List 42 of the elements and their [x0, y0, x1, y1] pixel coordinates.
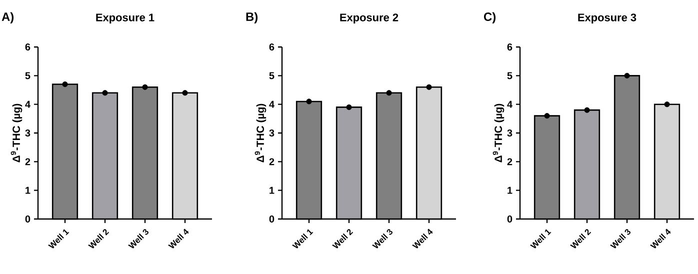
y-tick-label: 3: [25, 129, 30, 137]
y-tick-label: 1: [508, 186, 512, 194]
y-tick-label: 0: [25, 215, 30, 223]
point: [62, 81, 68, 88]
y-axis-title: Δ$^{9}$-THC (µg): [10, 104, 22, 162]
chart-title: Exposure 2: [340, 14, 398, 24]
y-axis-title: Δ$^{9}$-THC (µg): [254, 104, 266, 162]
y-tick-label: 2: [269, 158, 274, 166]
y-tick-label: 6: [269, 43, 274, 51]
y-tick-label: 6: [507, 43, 512, 51]
point: [426, 84, 432, 90]
point: [664, 102, 670, 108]
y-tick-label: 1: [270, 186, 274, 194]
y-tick-label: 4: [507, 100, 512, 108]
y-tick-label: 5: [25, 72, 30, 80]
point: [544, 113, 550, 119]
point: [142, 84, 148, 90]
point: [182, 90, 188, 96]
y-tick-label: 2: [25, 158, 30, 166]
y-tick-label: 4: [269, 100, 274, 108]
y-tick-label: 3: [269, 129, 274, 137]
point: [624, 72, 630, 78]
y-tick-label: 2: [507, 158, 512, 166]
y-tick-label: 5: [507, 72, 512, 80]
y-tick-label: 4: [25, 100, 30, 108]
y-tick-label: 3: [507, 129, 512, 137]
chart-title: Exposure 3: [578, 14, 636, 24]
point: [346, 104, 352, 110]
text: B): [246, 12, 258, 24]
y-tick-label: 5: [269, 72, 274, 80]
point: [306, 98, 312, 104]
point: [386, 90, 392, 96]
y-tick-label: 0: [269, 215, 274, 223]
point: [102, 90, 108, 96]
chart-title: Exposure 1: [96, 14, 154, 24]
y-tick-label: 6: [25, 43, 30, 51]
point: [584, 107, 590, 113]
text: A): [2, 12, 14, 24]
y-tick-label: 0: [507, 215, 512, 223]
y-tick-label: 1: [26, 186, 30, 194]
y-axis-title: Δ$^{9}$-THC (µg): [492, 104, 504, 162]
text: C): [484, 12, 496, 24]
